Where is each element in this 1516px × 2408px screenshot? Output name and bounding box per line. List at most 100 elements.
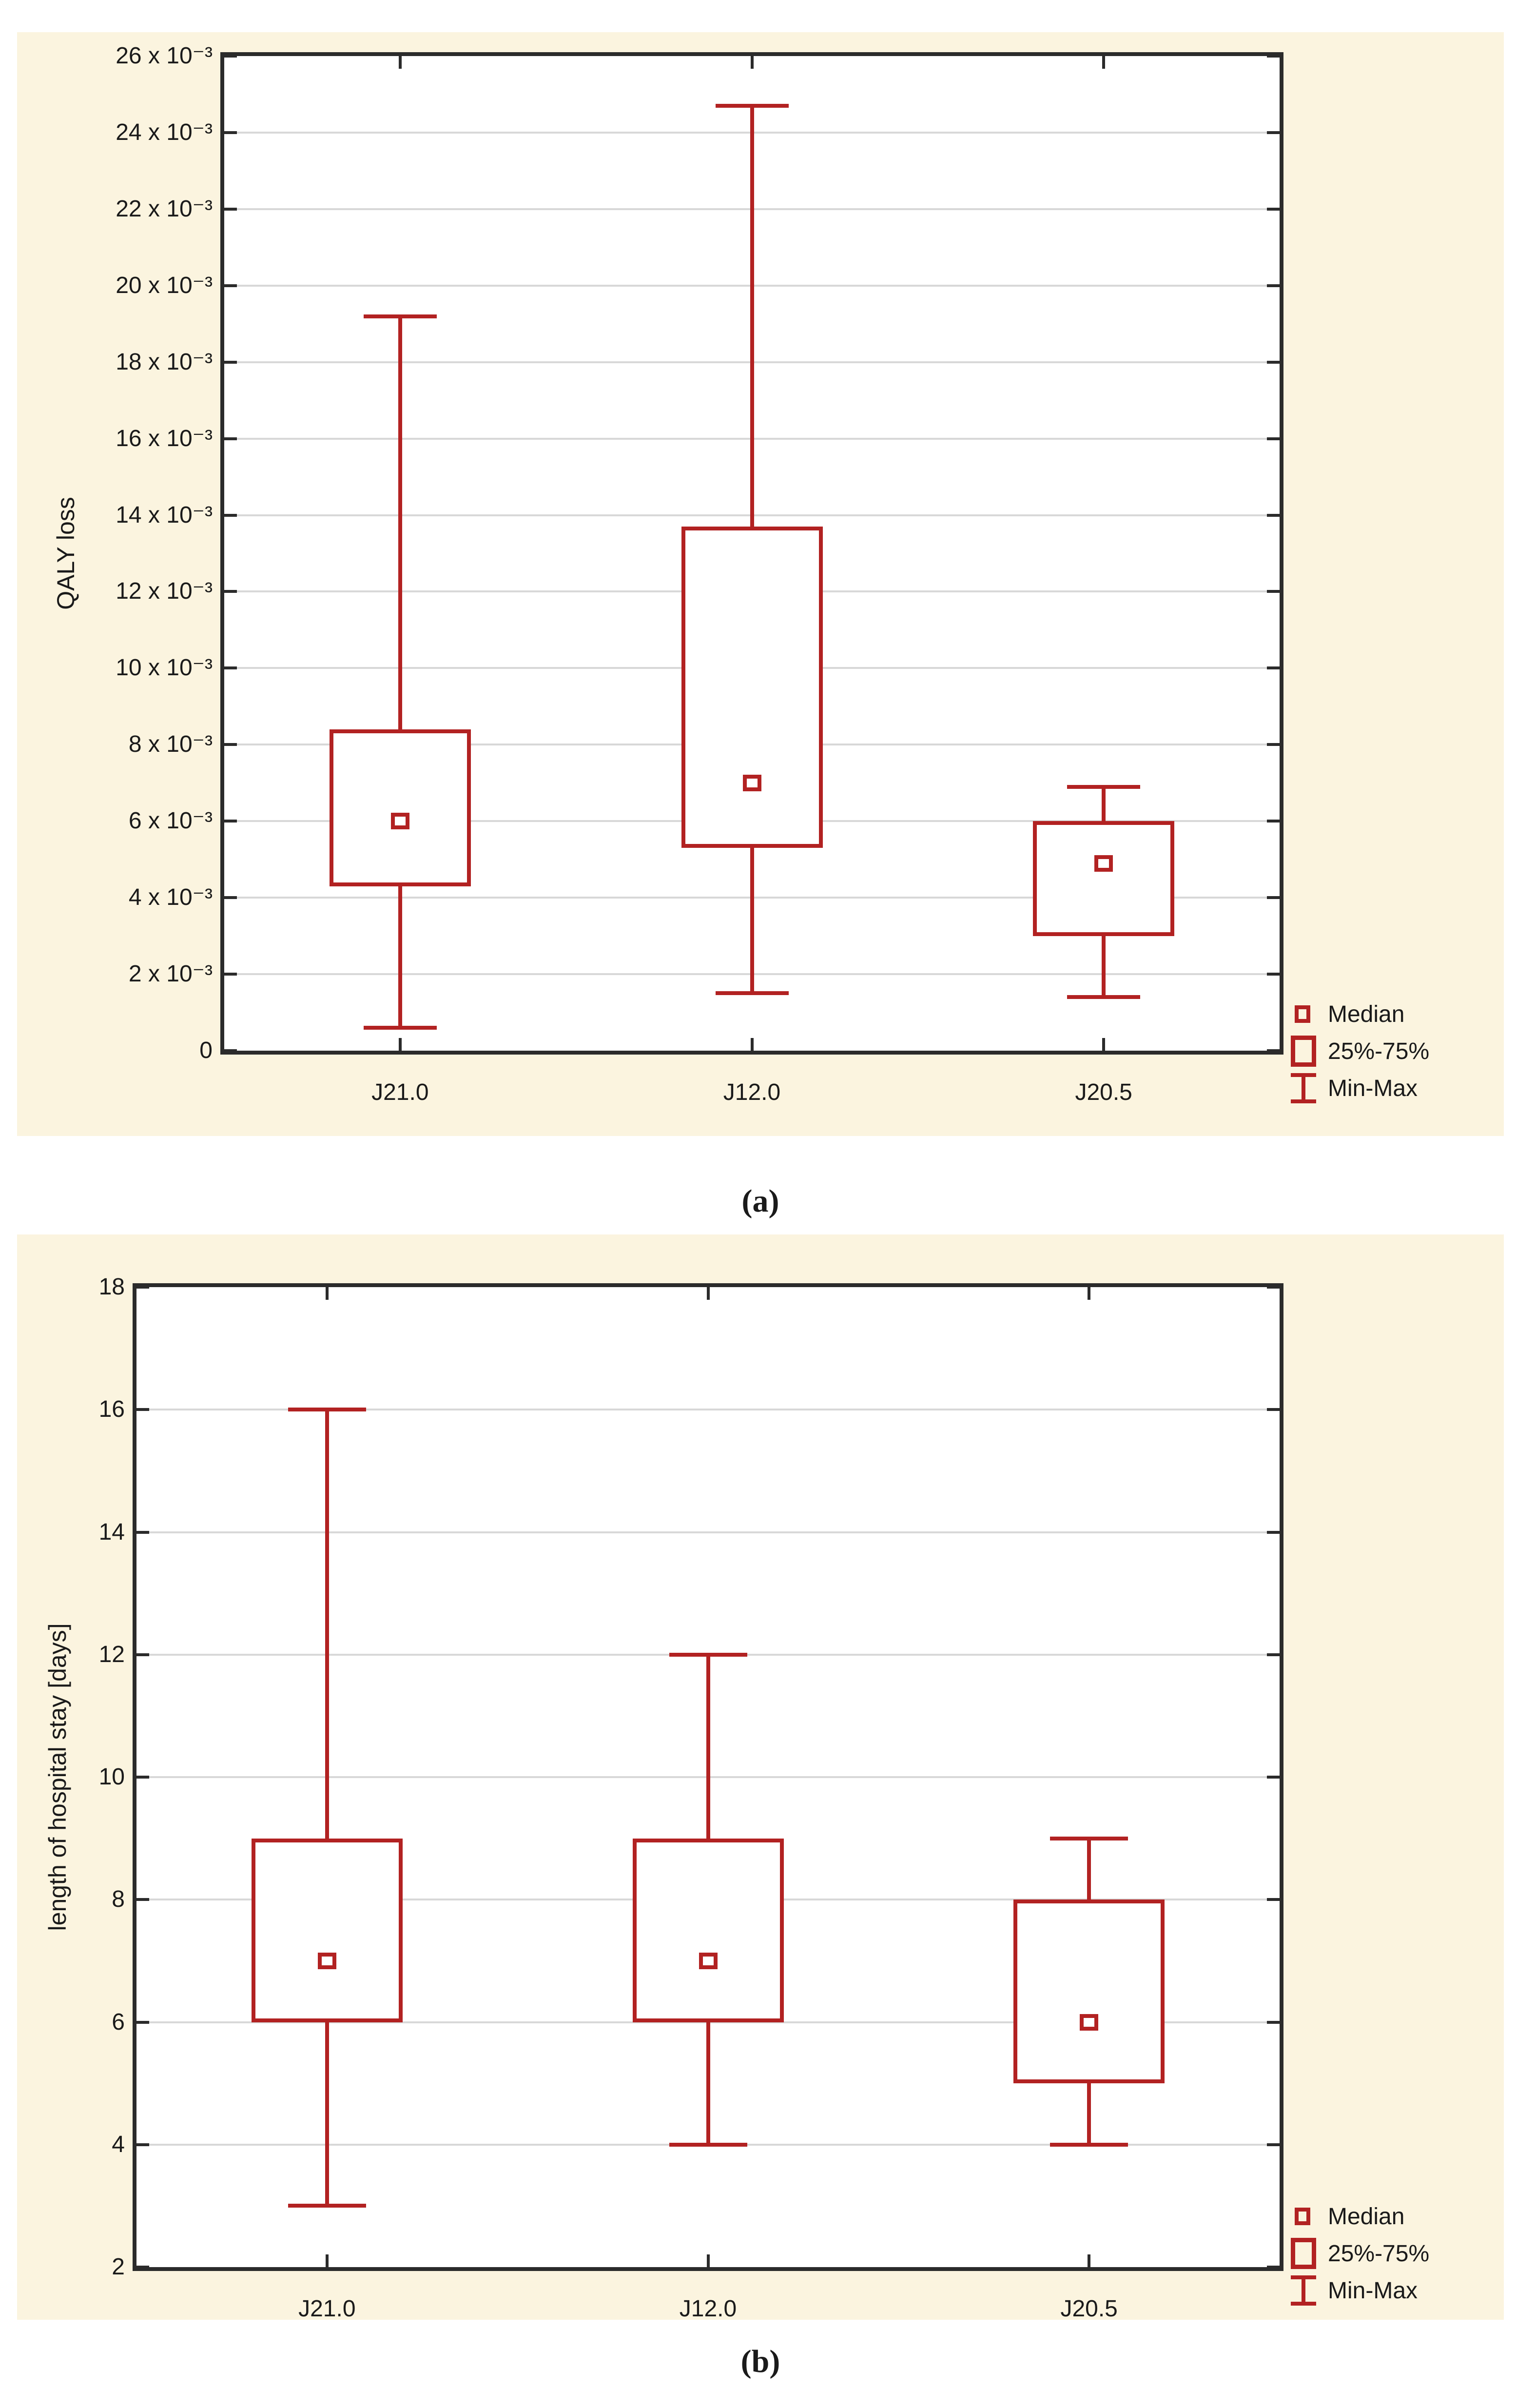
y-tick-label: 14 x 10⁻³ — [116, 502, 213, 528]
median-marker — [317, 1952, 336, 1969]
y-axis-tick — [1267, 207, 1280, 211]
legend-b: Median 25%-75% Min-Max — [1291, 2198, 1500, 2309]
legend-item-minmax: Min-Max — [1291, 1070, 1500, 1107]
y-axis-tick — [224, 55, 237, 58]
x-category-label: J21.0 — [371, 1079, 429, 1105]
whisker-cap-max — [715, 104, 789, 108]
y-axis-tick — [136, 1653, 149, 1656]
y-tick-label: 12 — [98, 1641, 125, 1667]
median-marker — [390, 813, 409, 830]
y-tick-label: 0 — [199, 1038, 213, 1063]
y-axis-tick — [1267, 131, 1280, 134]
y-axis-tick — [1267, 896, 1280, 900]
x-axis-tick — [398, 56, 402, 69]
y-tick-label: 14 — [98, 1519, 125, 1545]
whisker-line — [398, 316, 402, 1028]
legend-label-median: Median — [1328, 1001, 1405, 1027]
x-axis-tick — [1102, 1038, 1106, 1051]
iqr-box-icon — [1291, 1036, 1316, 1067]
y-axis-tick — [136, 1898, 149, 1901]
y-axis-tick — [224, 131, 237, 134]
whisker-line — [325, 1410, 329, 2206]
y-axis-tick — [1267, 1049, 1280, 1052]
y-axis-tick — [224, 973, 237, 976]
median-square-icon — [1295, 2208, 1310, 2225]
y-tick-label: 8 — [112, 1886, 125, 1913]
y-axis-tick — [224, 437, 237, 440]
whisker-cap-min — [669, 2142, 747, 2147]
y-axis-tick — [224, 360, 237, 364]
legend-a: Median 25%-75% Min-Max — [1291, 996, 1500, 1107]
whisker-cap-min — [715, 991, 789, 996]
y-tick-label: 10 — [98, 1764, 125, 1790]
whisker-cap-min — [363, 1025, 437, 1030]
y-tick-label: 6 — [112, 2009, 125, 2035]
min-max-whisker-icon — [1291, 2275, 1316, 2306]
legend-label-minmax: Min-Max — [1328, 1075, 1418, 1101]
x-axis-tick — [706, 2254, 710, 2267]
y-tick-label: 22 x 10⁻³ — [116, 196, 213, 222]
x-axis-tick — [706, 1287, 710, 1300]
y-axis-tick — [136, 2020, 149, 2024]
x-axis-tick — [325, 2254, 329, 2267]
y-axis-tick — [1267, 360, 1280, 364]
y-tick-label: 8 x 10⁻³ — [128, 731, 213, 758]
y-axis-tick — [1267, 1776, 1280, 1779]
whisker-cap-max — [1067, 784, 1141, 789]
median-marker — [742, 774, 761, 791]
y-axis-tick — [1267, 743, 1280, 746]
y-tick-label: 16 x 10⁻³ — [116, 425, 213, 451]
iqr-box-icon — [1291, 2238, 1316, 2269]
min-max-whisker-icon — [1291, 1073, 1316, 1103]
qaly-loss-boxplot — [220, 52, 1283, 1055]
y-axis-tick — [136, 2266, 149, 2269]
legend-label-iqr: 25%-75% — [1328, 1038, 1430, 1064]
y-axis-tick — [224, 207, 237, 211]
y-tick-label: 10 x 10⁻³ — [116, 655, 213, 681]
x-axis-tick — [1088, 1287, 1091, 1300]
x-axis-tick — [750, 1038, 754, 1051]
gridline — [136, 1531, 1280, 1533]
y-axis-tick — [1267, 513, 1280, 517]
y-axis-tick — [224, 590, 237, 593]
y-axis-tick — [224, 820, 237, 823]
legend-item-median: Median — [1291, 996, 1500, 1033]
y-tick-label: 20 x 10⁻³ — [116, 272, 213, 298]
whisker-cap-min — [288, 2204, 366, 2208]
y-axis-tick — [224, 284, 237, 287]
y-axis-tick — [1267, 590, 1280, 593]
legend-item-iqr: 25%-75% — [1291, 2235, 1500, 2272]
caption-b: (b) — [740, 2344, 780, 2379]
x-axis-tick — [750, 56, 754, 69]
y-axis-tick — [1267, 1898, 1280, 1901]
x-category-label: J20.5 — [1075, 1079, 1132, 1105]
median-marker — [1080, 2014, 1099, 2031]
whisker-cap-min — [1050, 2142, 1128, 2147]
y-axis-tick — [1267, 55, 1280, 58]
y-tick-label: 16 — [98, 1396, 125, 1423]
iqr-box — [251, 1838, 403, 2022]
x-category-label: J21.0 — [298, 2296, 356, 2322]
y-tick-label: 2 x 10⁻³ — [128, 961, 213, 987]
iqr-box — [1013, 1899, 1165, 2084]
y-axis-tick — [136, 1408, 149, 1411]
y-axis-tick — [136, 1286, 149, 1289]
median-marker — [1094, 855, 1113, 872]
median-marker — [699, 1952, 718, 1969]
y-tick-label: 24 x 10⁻³ — [116, 119, 213, 145]
legend-label-median: Median — [1328, 2203, 1405, 2230]
y-tick-label: 12 x 10⁻³ — [116, 578, 213, 605]
y-axis-tick — [224, 743, 237, 746]
x-category-label: J12.0 — [679, 2296, 737, 2322]
legend-item-iqr: 25%-75% — [1291, 1033, 1500, 1070]
iqr-box — [329, 729, 471, 886]
hospital-stay-boxplot — [133, 1283, 1283, 2271]
y-axis-tick — [1267, 284, 1280, 287]
y-tick-label: 26 x 10⁻³ — [116, 43, 213, 69]
y-axis-tick — [1267, 2020, 1280, 2024]
y-tick-label: 2 — [112, 2254, 125, 2280]
whisker-cap-max — [1050, 1836, 1128, 1840]
whisker-cap-min — [1067, 995, 1141, 999]
legend-item-median: Median — [1291, 2198, 1500, 2235]
x-axis-tick — [1102, 56, 1106, 69]
